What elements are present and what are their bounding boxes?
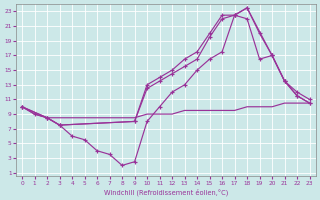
X-axis label: Windchill (Refroidissement éolien,°C): Windchill (Refroidissement éolien,°C) — [104, 188, 228, 196]
